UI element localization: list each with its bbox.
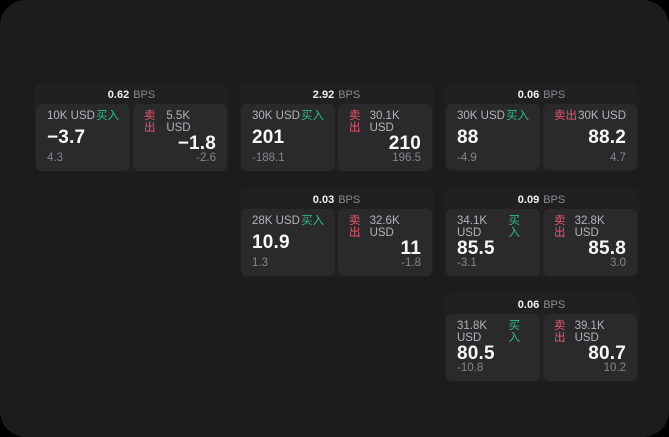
quote-card: 0.03 BPS 28K USD 买入 10.9 1.3 卖出 32.6K US… [239,188,434,277]
buy-side-label: 买入 [301,110,324,122]
buy-panel[interactable]: 34.1K USD 买入 85.5 -3.1 [446,209,540,276]
buy-size: 31.8K USD [457,320,488,344]
buy-size: 30K USD [457,110,505,122]
spread-value: 2.92 [312,88,335,101]
sell-side-label: 卖出 [554,320,566,344]
spread-value: 0.03 [312,193,335,206]
sell-price: 11 [400,238,421,259]
sell-price: 80.7 [588,343,626,364]
buy-price: 80.5 [457,343,495,364]
sell-panel[interactable]: 卖出 30.1K USD 210 196.5 [338,104,432,171]
buy-panel[interactable]: 10K USD 买入 −3.7 4.3 [36,104,130,171]
buy-side-label: 买入 [301,215,324,227]
sell-sub-value: 4.7 [610,151,626,164]
sell-size: 30.1K USD [369,110,400,134]
quote-card: 0.06 BPS 30K USD 买入 88 -4.9 卖出 30K USD [444,83,639,172]
quote-card: 2.92 BPS 30K USD 买入 201 -188.1 卖出 30.1K … [239,83,434,172]
buy-size: 30K USD [252,110,300,122]
buy-sub-value: -4.9 [457,151,477,164]
card-header: 0.09 BPS [446,190,637,209]
buy-size: 34.1K USD [457,215,488,239]
card-body: 30K USD 买入 201 -188.1 卖出 30.1K USD 210 1… [241,104,432,171]
card-body: 34.1K USD 买入 85.5 -3.1 卖出 32.8K USD 85.8… [446,209,637,276]
buy-side-label: 买入 [508,215,520,239]
spread-unit: BPS [338,193,361,206]
sell-panel[interactable]: 卖出 39.1K USD 80.7 10.2 [543,314,637,381]
buy-side-label: 买入 [96,110,119,122]
spread-unit: BPS [543,298,566,311]
buy-price: 88 [457,127,479,148]
spread-value: 0.62 [107,88,130,101]
card-header: 0.06 BPS [446,85,637,104]
sell-panel[interactable]: 卖出 30K USD 88.2 4.7 [543,104,637,170]
buy-sub-value: -188.1 [252,152,285,164]
sell-sub-value: 3.0 [610,257,626,269]
card-body: 28K USD 买入 10.9 1.3 卖出 32.6K USD 11 -1.8 [241,209,432,276]
card-header: 0.03 BPS [241,190,432,209]
sell-side-label: 卖出 [554,110,577,122]
buy-price: 10.9 [252,232,290,254]
quote-card: 0.62 BPS 10K USD 买入 −3.7 4.3 卖出 5.5K USD [34,83,229,172]
buy-size: 10K USD [47,110,95,122]
spread-value: 0.06 [517,88,540,101]
sell-size: 30K USD [578,110,626,122]
buy-price: 85.5 [457,238,495,259]
buy-panel[interactable]: 30K USD 买入 201 -188.1 [241,104,335,171]
sell-price: 85.8 [588,238,626,259]
buy-size: 28K USD [252,215,300,227]
sell-panel[interactable]: 卖出 32.8K USD 85.8 3.0 [543,209,637,276]
sell-price: 210 [388,133,421,154]
quote-card: 0.06 BPS 31.8K USD 买入 80.5 -10.8 卖出 39.1… [444,293,639,382]
card-body: 31.8K USD 买入 80.5 -10.8 卖出 39.1K USD 80.… [446,314,637,381]
buy-price: 201 [252,127,285,149]
buy-sub-value: 1.3 [252,257,268,269]
sell-sub-value: -1.8 [401,257,421,269]
sell-sub-value: 196.5 [392,152,421,164]
buy-side-label: 买入 [506,110,529,122]
spread-value: 0.09 [517,193,540,206]
sell-size: 32.8K USD [574,215,605,239]
card-body: 10K USD 买入 −3.7 4.3 卖出 5.5K USD −1.8 -2.… [36,104,227,171]
card-body: 30K USD 买入 88 -4.9 卖出 30K USD 88.2 4.7 [446,104,637,170]
sell-sub-value: 10.2 [603,362,626,374]
sell-size: 39.1K USD [574,320,605,344]
buy-sub-value: -3.1 [457,257,477,269]
buy-panel[interactable]: 31.8K USD 买入 80.5 -10.8 [446,314,540,381]
card-header: 2.92 BPS [241,85,432,104]
spread-value: 0.06 [517,298,540,311]
sell-side-label: 卖出 [349,215,361,239]
sell-panel[interactable]: 卖出 32.6K USD 11 -1.8 [338,209,432,276]
sell-price: −1.8 [177,133,216,154]
sell-size: 32.6K USD [369,215,400,239]
card-header: 0.62 BPS [36,85,227,104]
sell-size: 5.5K USD [166,110,191,134]
buy-price: −3.7 [47,127,86,149]
quote-cards-grid: 0.62 BPS 10K USD 买入 −3.7 4.3 卖出 5.5K USD [34,83,639,382]
quote-card: 0.09 BPS 34.1K USD 买入 85.5 -3.1 卖出 32.8K… [444,188,639,277]
sell-side-label: 卖出 [349,110,361,134]
sell-panel[interactable]: 卖出 5.5K USD −1.8 -2.6 [133,104,227,171]
spread-unit: BPS [338,88,361,101]
spread-unit: BPS [543,88,566,101]
buy-side-label: 买入 [508,320,520,344]
buy-panel[interactable]: 30K USD 买入 88 -4.9 [446,104,540,170]
buy-sub-value: -10.8 [457,362,484,374]
sell-side-label: 卖出 [144,110,156,134]
card-header: 0.06 BPS [446,295,637,314]
spread-unit: BPS [133,88,156,101]
spread-unit: BPS [543,193,566,206]
buy-sub-value: 4.3 [47,152,63,164]
sell-side-label: 卖出 [554,215,566,239]
sell-sub-value: -2.6 [196,152,216,164]
buy-panel[interactable]: 28K USD 买入 10.9 1.3 [241,209,335,276]
sell-price: 88.2 [588,127,626,148]
